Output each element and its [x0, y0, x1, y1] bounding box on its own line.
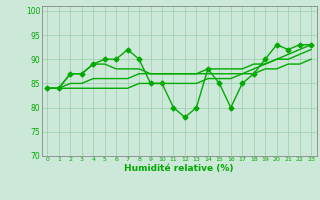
X-axis label: Humidité relative (%): Humidité relative (%) [124, 164, 234, 173]
